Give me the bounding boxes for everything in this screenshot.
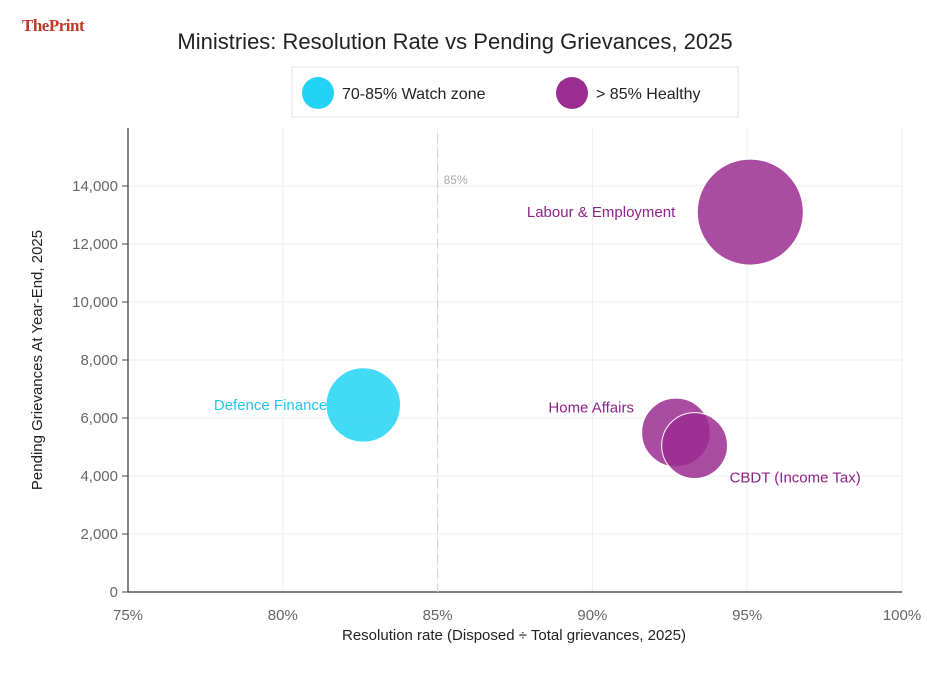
- y-tick-label: 0: [110, 584, 118, 601]
- reference-line: 85%: [436, 134, 468, 592]
- legend: 70-85% Watch zone > 85% Healthy: [291, 66, 739, 118]
- bubble-label-defence-finance: Defence Finance: [214, 397, 327, 414]
- y-tick-label: 14,000: [72, 178, 118, 195]
- legend-label-0: 70-85% Watch zone: [342, 86, 486, 103]
- x-tick-label: 85%: [423, 607, 453, 624]
- bubble-labour-employment: [696, 158, 804, 266]
- legend-label-1: > 85% Healthy: [596, 86, 701, 103]
- chart-title: Ministries: Resolution Rate vs Pending G…: [177, 29, 732, 54]
- legend-marker-1: [556, 77, 588, 109]
- y-tick-label: 12,000: [72, 236, 118, 253]
- bubble-label-cbdt-income-tax-: CBDT (Income Tax): [730, 470, 861, 487]
- y-tick-label: 6,000: [80, 410, 118, 427]
- y-tick-label: 8,000: [80, 352, 118, 369]
- y-axis-label: Pending Grievances At Year-End, 2025: [29, 230, 46, 490]
- x-axis-label: Resolution rate (Disposed ÷ Total grieva…: [342, 627, 686, 644]
- legend-marker-0: [302, 77, 334, 109]
- y-tick-label: 2,000: [80, 526, 118, 543]
- bubble-label-labour-employment: Labour & Employment: [527, 204, 676, 221]
- y-tick-label: 10,000: [72, 294, 118, 311]
- axes: 0 2,000 4,000 6,000 8,000 10,000 12,000 14,000 7…: [72, 128, 921, 624]
- x-tick-label: 80%: [268, 607, 298, 624]
- bubbles: [325, 158, 804, 479]
- reference-line-label: 85%: [444, 173, 468, 187]
- theprint-logo: ThePrint: [22, 16, 85, 35]
- x-tick-label: 90%: [577, 607, 607, 624]
- x-tick-label: 75%: [113, 607, 143, 624]
- bubble-cbdt-income-tax-: [661, 412, 728, 479]
- y-tick-label: 4,000: [80, 468, 118, 485]
- x-tick-label: 95%: [732, 607, 762, 624]
- bubble-label-home-affairs: Home Affairs: [548, 400, 634, 417]
- legend-box: [291, 66, 739, 118]
- bubble-labels: Defence Finance Labour & Employment Home A…: [214, 204, 861, 486]
- bubble-defence-finance: [325, 367, 401, 443]
- x-tick-label: 100%: [883, 607, 921, 624]
